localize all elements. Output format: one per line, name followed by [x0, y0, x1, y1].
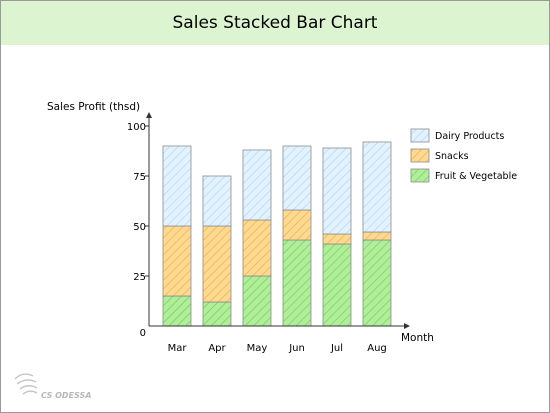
- x-tick-label-jun: Jun: [288, 343, 305, 354]
- legend-label-fruit: Fruit & Vegetable: [435, 171, 517, 182]
- x-axis-label: Month: [401, 332, 434, 344]
- legend-swatch-snacks: [410, 148, 430, 163]
- y-tick-label: 50: [133, 222, 146, 233]
- bar-dairy-apr: [202, 175, 232, 227]
- bar-fruit-jul: [322, 243, 352, 327]
- bar-dairy-mar: [162, 145, 192, 227]
- legend-swatch-dairy: [410, 128, 430, 143]
- legend-swatch-fruit: [410, 168, 430, 183]
- logo-icon: [14, 373, 38, 395]
- bar-snacks-apr: [202, 225, 232, 303]
- y-tick-label: 25: [133, 272, 146, 283]
- bar-snacks-aug: [362, 231, 392, 241]
- bar-dairy-jul: [322, 147, 352, 235]
- bar-snacks-jun: [282, 209, 312, 241]
- bar-snacks-may: [242, 219, 272, 277]
- y-axis-label: Sales Profit (thsd): [47, 101, 140, 113]
- bar-fruit-aug: [362, 239, 392, 327]
- chart-title: Sales Stacked Bar Chart: [172, 13, 378, 33]
- y-tick-label: 0: [140, 328, 146, 339]
- bar-dairy-may: [242, 149, 272, 221]
- bar-dairy-aug: [362, 141, 392, 233]
- y-tick-label: 75: [133, 172, 146, 183]
- legend-label-snacks: Snacks: [435, 151, 469, 162]
- bar-fruit-apr: [202, 301, 232, 327]
- x-tick-label-apr: Apr: [208, 343, 226, 354]
- x-tick-label-mar: Mar: [168, 343, 188, 354]
- x-tick-label-jul: Jul: [330, 343, 343, 354]
- bar-dairy-jun: [282, 145, 312, 211]
- x-tick-label-aug: Aug: [367, 343, 387, 354]
- y-axis-arrow: [146, 112, 152, 118]
- logo-text: CS ODESSA: [41, 391, 91, 400]
- chart-title-bar: Sales Stacked Bar Chart: [1, 1, 549, 45]
- legend-label-dairy: Dairy Products: [435, 131, 504, 142]
- bar-fruit-jun: [282, 239, 312, 327]
- cs-odessa-logo: CS ODESSA: [14, 373, 91, 400]
- bar-snacks-jul: [322, 233, 352, 245]
- x-tick-label-may: May: [247, 343, 268, 354]
- x-axis-arrow: [404, 323, 410, 329]
- bar-fruit-mar: [162, 295, 192, 327]
- y-tick-label: 100: [127, 122, 146, 133]
- bar-snacks-mar: [162, 225, 192, 297]
- bar-fruit-may: [242, 275, 272, 327]
